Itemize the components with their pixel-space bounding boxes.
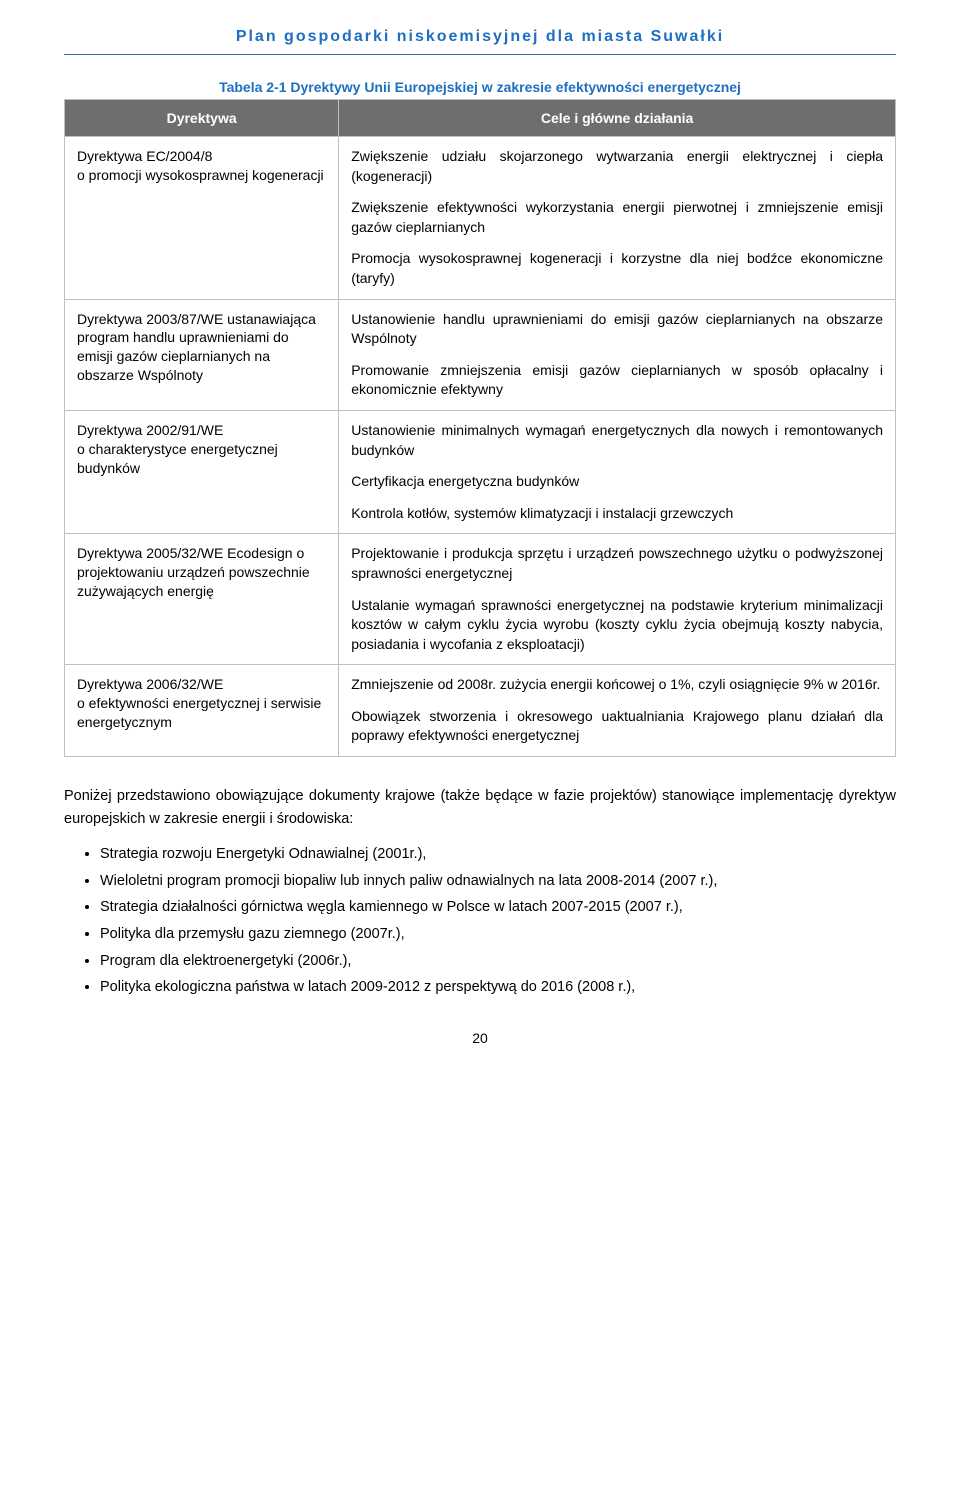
table-row: Dyrektywa 2002/91/WE o charakterystyce e…	[65, 410, 896, 533]
goals-cell: Zmniejszenie od 2008r. zużycia energii k…	[339, 665, 896, 757]
list-item: Wieloletni program promocji biopaliw lub…	[100, 869, 896, 894]
list-item: Program dla elektroenergetyki (2006r.),	[100, 949, 896, 974]
table-row: Dyrektywa 2006/32/WE o efektywności ener…	[65, 665, 896, 757]
goal-paragraph: Zwiększenie efektywności wykorzystania e…	[351, 198, 883, 237]
goals-cell: Zwiększenie udziału skojarzonego wytwarz…	[339, 137, 896, 300]
goal-paragraph: Promocja wysokosprawnej kogeneracji i ko…	[351, 249, 883, 288]
table-row: Dyrektywa 2003/87/WE ustanawiająca progr…	[65, 299, 896, 410]
intro-paragraph: Poniżej przedstawiono obowiązujące dokum…	[64, 785, 896, 830]
goal-paragraph: Projektowanie i produkcja sprzętu i urzą…	[351, 544, 883, 583]
directive-cell: Dyrektywa 2002/91/WE o charakterystyce e…	[65, 410, 339, 533]
goal-paragraph: Kontrola kotłów, systemów klimatyzacji i…	[351, 504, 883, 524]
goals-cell: Ustanowienie handlu uprawnieniami do emi…	[339, 299, 896, 410]
list-item: Polityka dla przemysłu gazu ziemnego (20…	[100, 922, 896, 947]
goal-paragraph: Zwiększenie udziału skojarzonego wytwarz…	[351, 147, 883, 186]
table-row: Dyrektywa 2005/32/WE Ecodesign o projekt…	[65, 534, 896, 665]
goal-paragraph: Ustalanie wymagań sprawności energetyczn…	[351, 596, 883, 655]
goals-cell: Projektowanie i produkcja sprzętu i urzą…	[339, 534, 896, 665]
goal-paragraph: Certyfikacja energetyczna budynków	[351, 472, 883, 492]
list-item: Polityka ekologiczna państwa w latach 20…	[100, 975, 896, 1000]
goal-paragraph: Ustanowienie minimalnych wymagań energet…	[351, 421, 883, 460]
bullet-list: Strategia rozwoju Energetyki Odnawialnej…	[100, 842, 896, 1000]
goal-paragraph: Obowiązek stworzenia i okresowego uaktua…	[351, 707, 883, 746]
page-number: 20	[64, 1030, 896, 1046]
list-item: Strategia działalności górnictwa węgla k…	[100, 895, 896, 920]
directive-cell: Dyrektywa EC/2004/8 o promocji wysokospr…	[65, 137, 339, 300]
list-item: Strategia rozwoju Energetyki Odnawialnej…	[100, 842, 896, 867]
directive-cell: Dyrektywa 2003/87/WE ustanawiająca progr…	[65, 299, 339, 410]
table-row: Dyrektywa EC/2004/8 o promocji wysokospr…	[65, 137, 896, 300]
goal-paragraph: Ustanowienie handlu uprawnieniami do emi…	[351, 310, 883, 349]
table-header-left: Dyrektywa	[65, 100, 339, 137]
table-header-right: Cele i główne działania	[339, 100, 896, 137]
table-caption: Tabela 2-1 Dyrektywy Unii Europejskiej w…	[64, 79, 896, 95]
goals-cell: Ustanowienie minimalnych wymagań energet…	[339, 410, 896, 533]
page-header: Plan gospodarki niskoemisyjnej dla miast…	[64, 28, 896, 55]
directives-table: Dyrektywa Cele i główne działania Dyrekt…	[64, 99, 896, 757]
directive-cell: Dyrektywa 2005/32/WE Ecodesign o projekt…	[65, 534, 339, 665]
directive-cell: Dyrektywa 2006/32/WE o efektywności ener…	[65, 665, 339, 757]
goal-paragraph: Promowanie zmniejszenia emisji gazów cie…	[351, 361, 883, 400]
goal-paragraph: Zmniejszenie od 2008r. zużycia energii k…	[351, 675, 883, 695]
